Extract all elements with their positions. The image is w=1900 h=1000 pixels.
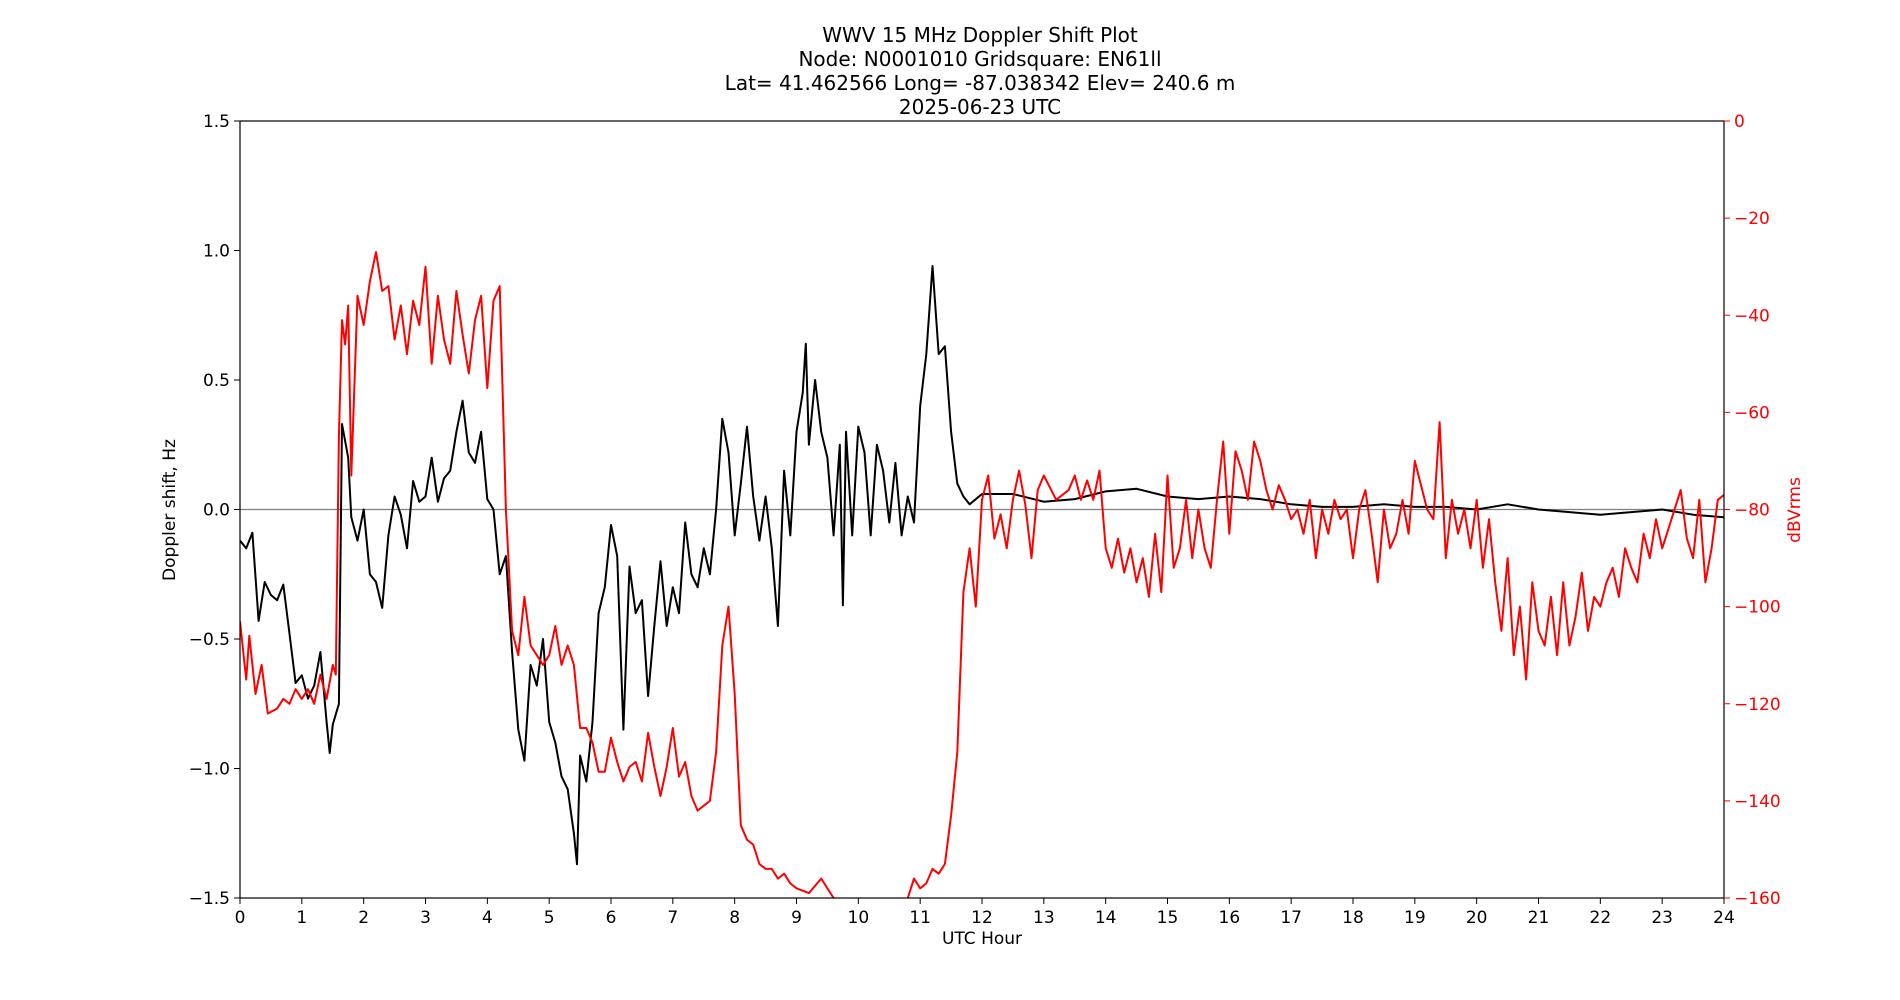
x-tick-label: 18: [1342, 908, 1364, 928]
x-tick-label: 15: [1157, 908, 1179, 928]
left-y-tick-label: 1.0: [203, 242, 230, 262]
title-line-2: Node: N0001010 Gridsquare: EN61ll: [798, 47, 1161, 71]
left-y-axis-label: Doppler shift, Hz: [160, 439, 180, 581]
right-y-tick-label: −40: [1734, 306, 1770, 326]
x-axis-label: UTC Hour: [942, 929, 1022, 949]
title-line-3: Lat= 41.462566 Long= -87.038342 Elev= 24…: [725, 71, 1236, 95]
series-line-right-axis: [240, 251, 1724, 898]
series-line-left-axis: [240, 265, 1724, 866]
x-tick-label: 16: [1219, 908, 1241, 928]
x-tick-label: 20: [1466, 908, 1488, 928]
right-y-tick-label: −140: [1734, 792, 1781, 812]
x-tick-label: 21: [1528, 908, 1550, 928]
series-group: [240, 251, 1724, 898]
right-y-tick-label: −120: [1734, 695, 1781, 715]
right-y-axis-label: dBVrms: [1785, 477, 1805, 543]
x-tick-label: 7: [667, 908, 678, 928]
x-tick-label: 10: [848, 908, 870, 928]
right-y-tick-label: −160: [1734, 889, 1781, 909]
x-tick-label: 9: [791, 908, 802, 928]
right-y-tick-label: −100: [1734, 598, 1781, 618]
left-y-tick-label: −0.5: [189, 630, 230, 650]
x-tick-label: 14: [1095, 908, 1117, 928]
left-y-tick-label: −1.5: [189, 889, 230, 909]
right-y-tick-label: 0: [1734, 112, 1745, 132]
x-tick-label: 19: [1404, 908, 1426, 928]
left-y-tick-label: 1.5: [203, 112, 230, 132]
x-axis-ticks: 0 1 2 3 4 5 6 7 8 9 10 11 12 13 14 15 16 17 18 19 20 21 22 23 24: [235, 898, 1735, 928]
x-tick-label: 5: [544, 908, 555, 928]
x-tick-label: 6: [606, 908, 617, 928]
x-tick-label: 24: [1713, 908, 1735, 928]
right-y-tick-label: −20: [1734, 209, 1770, 229]
x-tick-label: 17: [1280, 908, 1302, 928]
x-tick-label: 23: [1651, 908, 1673, 928]
title-line-1: WWV 15 MHz Doppler Shift Plot: [822, 23, 1138, 47]
left-y-tick-label: −1.0: [189, 760, 230, 780]
x-tick-label: 1: [296, 908, 307, 928]
title-line-4: 2025-06-23 UTC: [899, 95, 1061, 119]
x-tick-label: 12: [971, 908, 993, 928]
right-y-axis-ticks: −160 −140 −120 −100 −80 −60 −40 −20 0: [1724, 112, 1781, 909]
left-y-tick-label: 0.0: [203, 501, 230, 521]
x-tick-label: 22: [1590, 908, 1612, 928]
x-tick-label: 4: [482, 908, 493, 928]
x-tick-label: 13: [1033, 908, 1055, 928]
left-y-axis-ticks: −1.5 −1.0 −0.5 0.0 0.5 1.0 1.5: [189, 112, 240, 909]
left-y-tick-label: 0.5: [203, 371, 230, 391]
right-y-tick-label: −80: [1734, 501, 1770, 521]
x-tick-label: 3: [420, 908, 431, 928]
x-tick-label: 2: [358, 908, 369, 928]
chart-title: WWV 15 MHz Doppler Shift Plot Node: N000…: [725, 23, 1236, 119]
x-tick-label: 0: [235, 908, 246, 928]
x-tick-label: 11: [909, 908, 931, 928]
x-tick-label: 8: [729, 908, 740, 928]
right-y-tick-label: −60: [1734, 403, 1770, 423]
